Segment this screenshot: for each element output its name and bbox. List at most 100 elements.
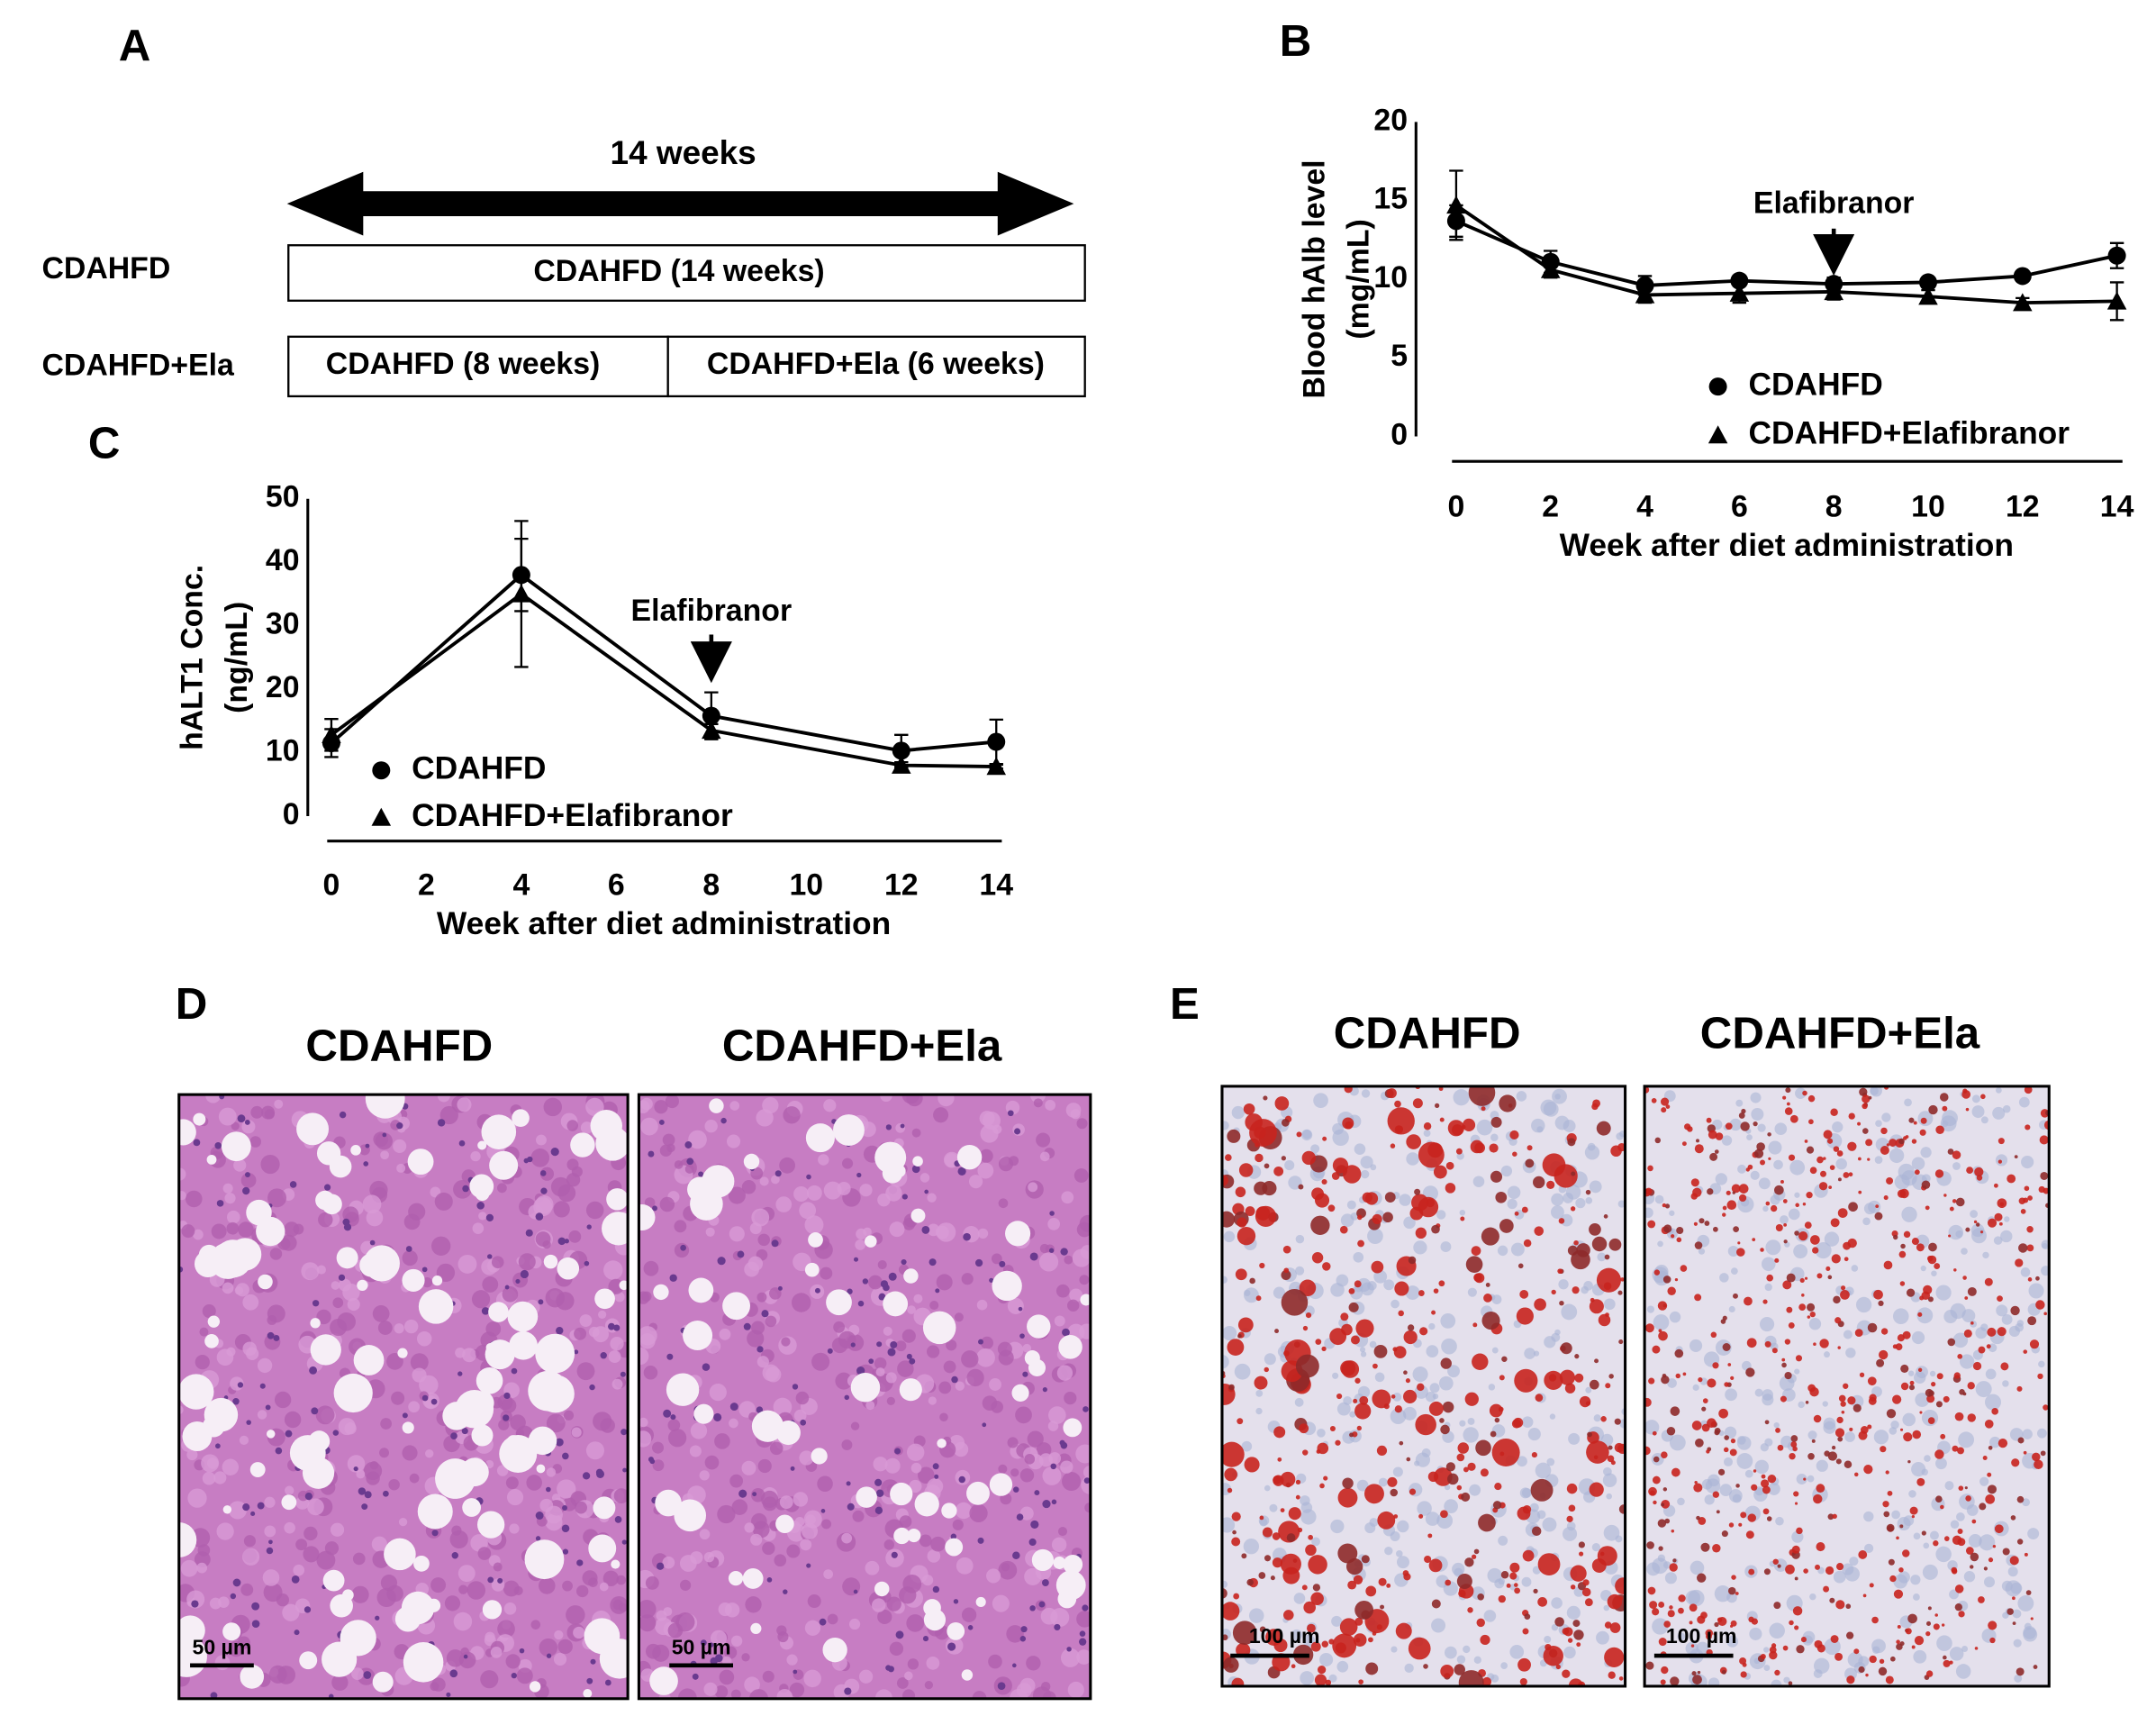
cell — [961, 1607, 977, 1622]
cell — [902, 1689, 916, 1699]
lipid — [1862, 1128, 1869, 1134]
lipid — [2027, 1316, 2037, 1326]
lipid — [1766, 1516, 1772, 1521]
lipid — [1983, 1566, 1988, 1571]
cell — [731, 1499, 748, 1515]
cell — [398, 1517, 408, 1527]
lipid — [1336, 1393, 1343, 1400]
stroma — [1405, 1285, 1420, 1300]
lipid — [1299, 1279, 1317, 1297]
vacuole — [850, 1372, 881, 1403]
lipid — [1764, 1340, 1771, 1348]
lipid — [1356, 1425, 1362, 1431]
stroma — [1995, 1086, 2002, 1094]
lipid — [1813, 1342, 1816, 1347]
lipid — [1308, 1534, 1313, 1540]
cell — [506, 1489, 524, 1506]
stroma — [1302, 1634, 1316, 1648]
stroma — [1356, 1479, 1369, 1492]
stroma — [1845, 1348, 1856, 1358]
vacuole — [1028, 1358, 1046, 1376]
lipid — [1698, 1377, 1703, 1383]
lipid — [1970, 1552, 1979, 1562]
lipid — [1406, 1457, 1411, 1462]
lipid — [1704, 1221, 1710, 1226]
lipid — [1354, 1377, 1361, 1384]
lipid — [1865, 1139, 1873, 1147]
stroma — [1412, 1366, 1428, 1383]
stroma — [1783, 1676, 1790, 1684]
nucleus — [729, 1403, 738, 1412]
nucleus — [550, 1148, 559, 1157]
lipid — [1859, 1372, 1865, 1377]
cell — [989, 1378, 1001, 1391]
lipid — [1480, 1468, 1489, 1477]
lipid — [1774, 1185, 1784, 1195]
lipid — [1312, 1584, 1321, 1592]
nucleus — [756, 1406, 764, 1413]
lipid — [2026, 1244, 2034, 1252]
lipid — [1419, 1327, 1428, 1336]
double-arrow — [286, 171, 1074, 236]
lipid — [1782, 1095, 1787, 1100]
cell — [859, 1184, 873, 1197]
cell — [837, 1181, 851, 1195]
lipid — [1255, 1295, 1262, 1302]
cell — [643, 1260, 659, 1276]
stroma — [1793, 1244, 1808, 1259]
lipid — [1710, 1331, 1717, 1339]
lipid — [1694, 1144, 1704, 1154]
nucleus — [820, 1509, 826, 1513]
nucleus — [193, 1139, 201, 1147]
cell — [536, 1134, 547, 1146]
cell — [257, 1357, 273, 1374]
vacuole — [407, 1148, 434, 1176]
nucleus — [339, 1111, 347, 1119]
nucleus — [885, 1124, 892, 1130]
cell — [530, 1620, 541, 1630]
cell — [842, 1577, 861, 1596]
cell — [439, 1105, 458, 1125]
stroma — [1293, 1593, 1306, 1604]
vacuole — [893, 1527, 910, 1545]
nucleus — [847, 1288, 853, 1294]
lipid — [1903, 1230, 1911, 1239]
lipid — [1782, 1280, 1792, 1290]
nucleus — [890, 1340, 898, 1348]
nucleus — [437, 1119, 446, 1127]
lipid — [1722, 1205, 1727, 1211]
cell — [490, 1646, 503, 1658]
cell — [1055, 1284, 1070, 1298]
lipid — [1500, 1571, 1509, 1579]
lipid — [1387, 1107, 1415, 1135]
cell — [640, 1117, 658, 1136]
stroma — [1692, 1384, 1699, 1391]
timeline-box — [287, 335, 669, 398]
lipid — [1521, 1206, 1528, 1213]
marker — [702, 706, 720, 725]
cell — [690, 1422, 708, 1439]
stroma — [2008, 1325, 2020, 1338]
vacuole — [557, 1257, 580, 1280]
lipid — [1727, 1586, 1736, 1595]
lipid — [1605, 1383, 1611, 1389]
cell — [930, 1536, 946, 1552]
lipid — [1579, 1551, 1584, 1557]
vacuole — [397, 1348, 408, 1358]
lipid — [2012, 1596, 2016, 1601]
lipid — [1593, 1455, 1599, 1460]
stroma — [1881, 1112, 1891, 1122]
cell — [659, 1196, 675, 1212]
lipid — [1735, 1484, 1740, 1488]
nucleus — [806, 1563, 811, 1568]
cell — [557, 1639, 573, 1655]
stroma — [1444, 1484, 1451, 1491]
nucleus — [853, 1257, 859, 1262]
lipid — [1490, 1170, 1503, 1183]
stroma — [1921, 1468, 1928, 1476]
lipid — [1780, 1179, 1784, 1184]
stroma — [1428, 1322, 1436, 1330]
stroma — [1955, 1664, 1971, 1679]
cell — [1072, 1248, 1091, 1267]
lipid — [1807, 1384, 1816, 1393]
